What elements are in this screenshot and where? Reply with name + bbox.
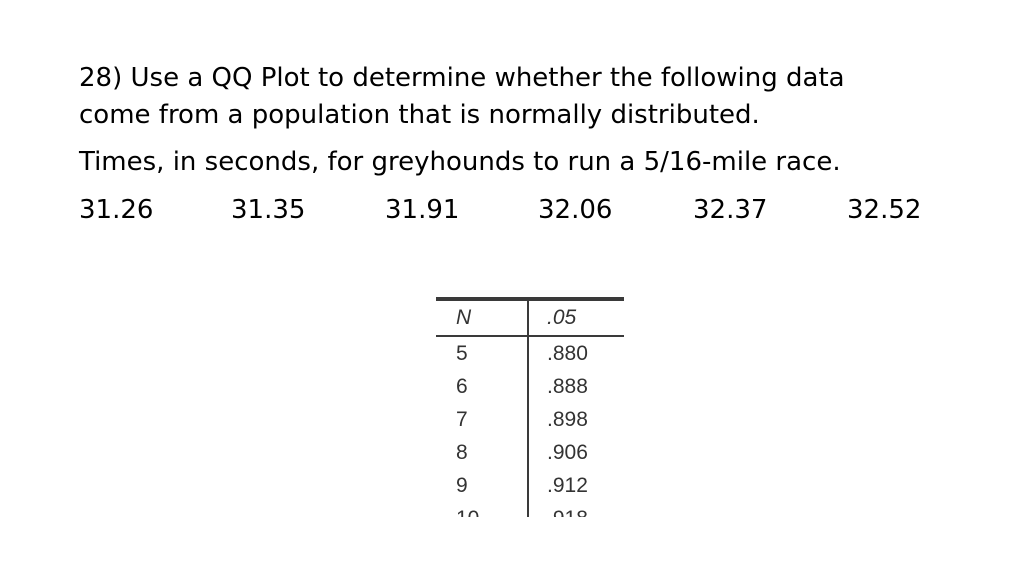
header-alpha: .05	[528, 297, 624, 337]
cell-n: 8	[436, 436, 529, 469]
data-context: Times, in seconds, for greyhounds to run…	[79, 147, 841, 177]
data-value: 32.37	[693, 195, 768, 225]
cell-n: 10	[436, 502, 529, 517]
table-row: 6 .888	[436, 370, 624, 403]
question-text: 28) Use a QQ Plot to determine whether t…	[79, 60, 979, 134]
cell-n: 5	[436, 336, 529, 370]
data-value: 32.52	[847, 195, 922, 225]
cell-value: .898	[547, 408, 588, 431]
cell-n: 7	[436, 403, 529, 436]
cell-value: .912	[547, 474, 588, 497]
cell-n: 6	[436, 370, 529, 403]
table-row: 7 .898	[436, 403, 624, 436]
table-header-row: N .05	[436, 297, 624, 337]
data-value: 31.35	[231, 195, 306, 225]
table-row: 5 .880	[436, 336, 624, 370]
cell-n: 9	[436, 469, 529, 502]
critical-value-table: N .05 5 .880 6 .888 7 .898 8	[436, 297, 624, 517]
critical-value-table-image: N .05 5 .880 6 .888 7 .898 8	[436, 297, 624, 517]
header-n: N	[436, 297, 529, 337]
question-line-1: 28) Use a QQ Plot to determine whether t…	[79, 63, 845, 93]
data-value: 31.26	[79, 195, 154, 225]
cell-value: .880	[547, 342, 588, 365]
cell-value: .888	[547, 375, 588, 398]
data-values-row: 31.26 31.35 31.91 32.06 32.37 32.52	[79, 192, 979, 228]
cell-value: .918	[528, 502, 624, 517]
question-line-2: come from a population that is normally …	[79, 100, 760, 130]
data-value: 32.06	[538, 195, 613, 225]
cell-value: .906	[547, 441, 588, 464]
data-value: 31.91	[385, 195, 460, 225]
table-row: 10 .918	[436, 502, 624, 517]
table-row: 9 .912	[436, 469, 624, 502]
table-row: 8 .906	[436, 436, 624, 469]
